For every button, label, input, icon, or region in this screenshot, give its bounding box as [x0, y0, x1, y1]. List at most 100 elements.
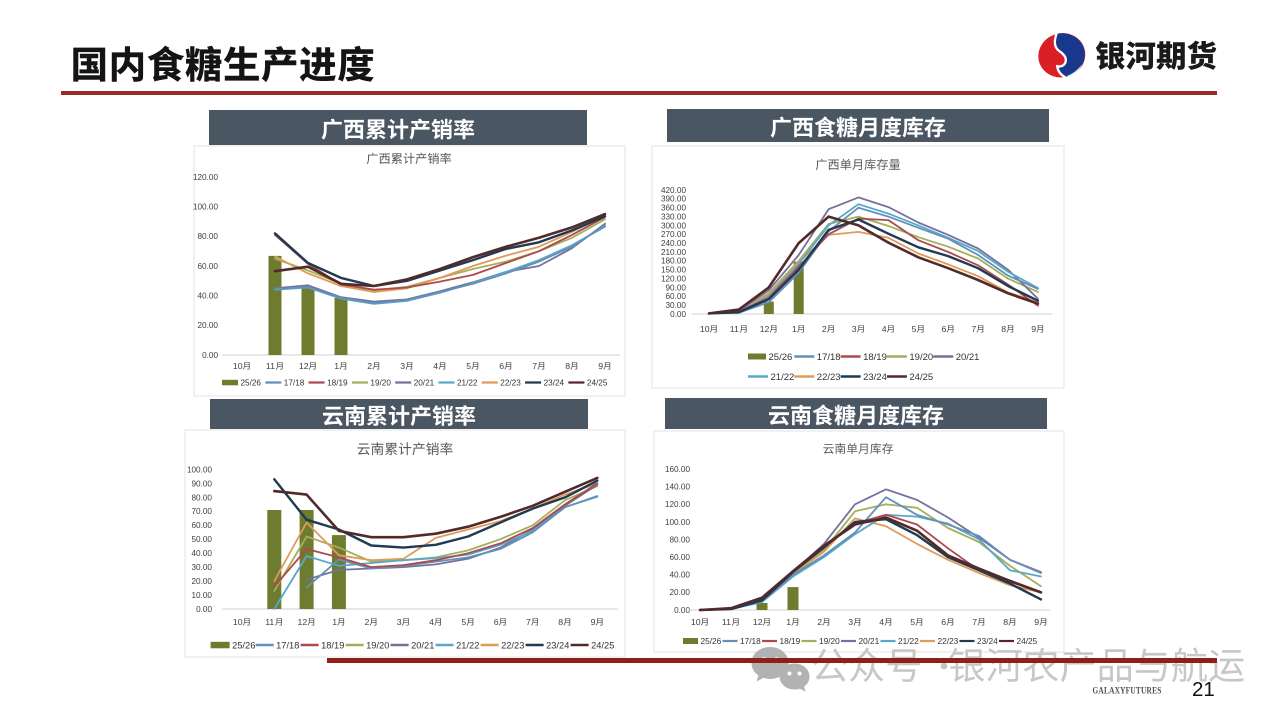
svg-text:20.00: 20.00	[670, 588, 691, 597]
svg-text:8: 8	[1003, 617, 1008, 627]
svg-text:1: 1	[786, 617, 791, 627]
svg-text:7: 7	[971, 324, 976, 334]
svg-text:70.00: 70.00	[192, 507, 213, 516]
svg-text:20/21: 20/21	[414, 378, 435, 387]
svg-text:9: 9	[1031, 324, 1036, 334]
svg-text:7: 7	[526, 617, 531, 627]
svg-text:21/22: 21/22	[457, 378, 478, 387]
svg-text:150.00: 150.00	[661, 266, 686, 275]
svg-text:60.00: 60.00	[192, 521, 213, 530]
svg-text:18/19: 18/19	[780, 636, 801, 646]
svg-text:120.00: 120.00	[661, 274, 686, 283]
svg-text:10: 10	[233, 617, 243, 627]
svg-text:23/24: 23/24	[863, 372, 887, 383]
svg-text:11: 11	[722, 617, 731, 627]
svg-text:12: 12	[753, 617, 763, 627]
svg-text:3: 3	[852, 324, 857, 334]
svg-text:2: 2	[817, 617, 822, 627]
svg-text:5: 5	[461, 617, 466, 627]
svg-text:4: 4	[433, 361, 438, 371]
svg-text:1: 1	[334, 361, 339, 371]
svg-text:0.00: 0.00	[196, 605, 212, 614]
svg-text:20.00: 20.00	[198, 321, 219, 330]
svg-text:40.00: 40.00	[192, 549, 213, 558]
svg-text:9: 9	[1034, 617, 1039, 627]
svg-text:5: 5	[910, 617, 915, 627]
svg-text:1: 1	[792, 324, 797, 334]
svg-text:18/19: 18/19	[321, 640, 344, 650]
svg-text:24/25: 24/25	[591, 640, 614, 650]
svg-text:300.00: 300.00	[661, 221, 686, 230]
svg-text:GALAXYFUTURES: GALAXYFUTURES	[1093, 686, 1162, 696]
svg-text:20/21: 20/21	[956, 352, 980, 363]
svg-text:21/22: 21/22	[456, 640, 479, 650]
svg-text:3: 3	[400, 361, 405, 371]
svg-text:60.00: 60.00	[666, 292, 687, 301]
svg-text:3: 3	[397, 617, 402, 627]
svg-text:24/25: 24/25	[909, 372, 933, 383]
svg-text:7: 7	[532, 361, 537, 371]
svg-text:2: 2	[822, 324, 827, 334]
svg-text:9: 9	[591, 617, 596, 627]
svg-text:17/18: 17/18	[284, 378, 305, 387]
svg-text:8: 8	[558, 617, 563, 627]
svg-text:22/23: 22/23	[938, 636, 959, 646]
svg-text:2: 2	[365, 617, 370, 627]
svg-text:18/19: 18/19	[863, 352, 887, 363]
svg-text:9: 9	[598, 361, 603, 371]
svg-text:2: 2	[367, 361, 372, 371]
svg-text:25/26: 25/26	[232, 640, 255, 650]
svg-text:20/21: 20/21	[411, 640, 434, 650]
svg-text:40.00: 40.00	[670, 571, 691, 580]
svg-text:10.00: 10.00	[192, 591, 213, 600]
svg-text:100.00: 100.00	[193, 203, 218, 212]
svg-text:21/22: 21/22	[898, 636, 919, 646]
svg-text:330.00: 330.00	[661, 212, 686, 221]
svg-text:50.00: 50.00	[192, 535, 213, 544]
svg-text:5: 5	[912, 324, 917, 334]
svg-text:17/18: 17/18	[817, 352, 841, 363]
svg-text:8: 8	[565, 361, 570, 371]
svg-text:22/23: 22/23	[500, 378, 521, 387]
svg-text:11: 11	[730, 324, 739, 334]
svg-text:100.00: 100.00	[665, 518, 690, 527]
svg-text:11: 11	[266, 361, 275, 371]
svg-text:12: 12	[299, 361, 309, 371]
svg-text:4: 4	[429, 617, 434, 627]
svg-text:6: 6	[941, 617, 946, 627]
svg-text:19/20: 19/20	[909, 352, 933, 363]
svg-text:6: 6	[942, 324, 947, 334]
svg-text:210.00: 210.00	[661, 248, 686, 257]
svg-text:80.00: 80.00	[192, 493, 213, 502]
svg-text:21/22: 21/22	[771, 372, 795, 383]
svg-text:420.00: 420.00	[661, 186, 686, 195]
svg-text:18/19: 18/19	[327, 378, 348, 387]
svg-text:4: 4	[882, 324, 887, 334]
svg-text:20.00: 20.00	[192, 577, 213, 586]
svg-text:25/26: 25/26	[769, 352, 793, 363]
svg-text:10: 10	[233, 361, 243, 371]
svg-text:3: 3	[848, 617, 853, 627]
svg-text:80.00: 80.00	[670, 535, 691, 544]
svg-text:360.00: 360.00	[661, 204, 686, 213]
svg-text:4: 4	[879, 617, 884, 627]
svg-text:60.00: 60.00	[198, 262, 219, 271]
svg-text:7: 7	[972, 617, 977, 627]
svg-text:160.00: 160.00	[665, 465, 690, 474]
svg-text:24/25: 24/25	[587, 378, 608, 387]
svg-text:0.00: 0.00	[670, 310, 686, 319]
svg-text:240.00: 240.00	[661, 239, 686, 248]
svg-text:12: 12	[298, 617, 308, 627]
svg-text:140.00: 140.00	[665, 483, 690, 492]
svg-text:12: 12	[760, 324, 770, 334]
svg-text:10: 10	[691, 617, 701, 627]
svg-text:17/18: 17/18	[740, 636, 761, 646]
svg-text:180.00: 180.00	[661, 257, 686, 266]
svg-text:17/18: 17/18	[276, 640, 299, 650]
svg-text:25/26: 25/26	[241, 378, 262, 387]
svg-text:22/23: 22/23	[501, 640, 524, 650]
svg-text:390.00: 390.00	[661, 195, 686, 204]
svg-text:270.00: 270.00	[661, 230, 686, 239]
svg-text:80.00: 80.00	[198, 232, 219, 241]
svg-text:30.00: 30.00	[666, 301, 687, 310]
